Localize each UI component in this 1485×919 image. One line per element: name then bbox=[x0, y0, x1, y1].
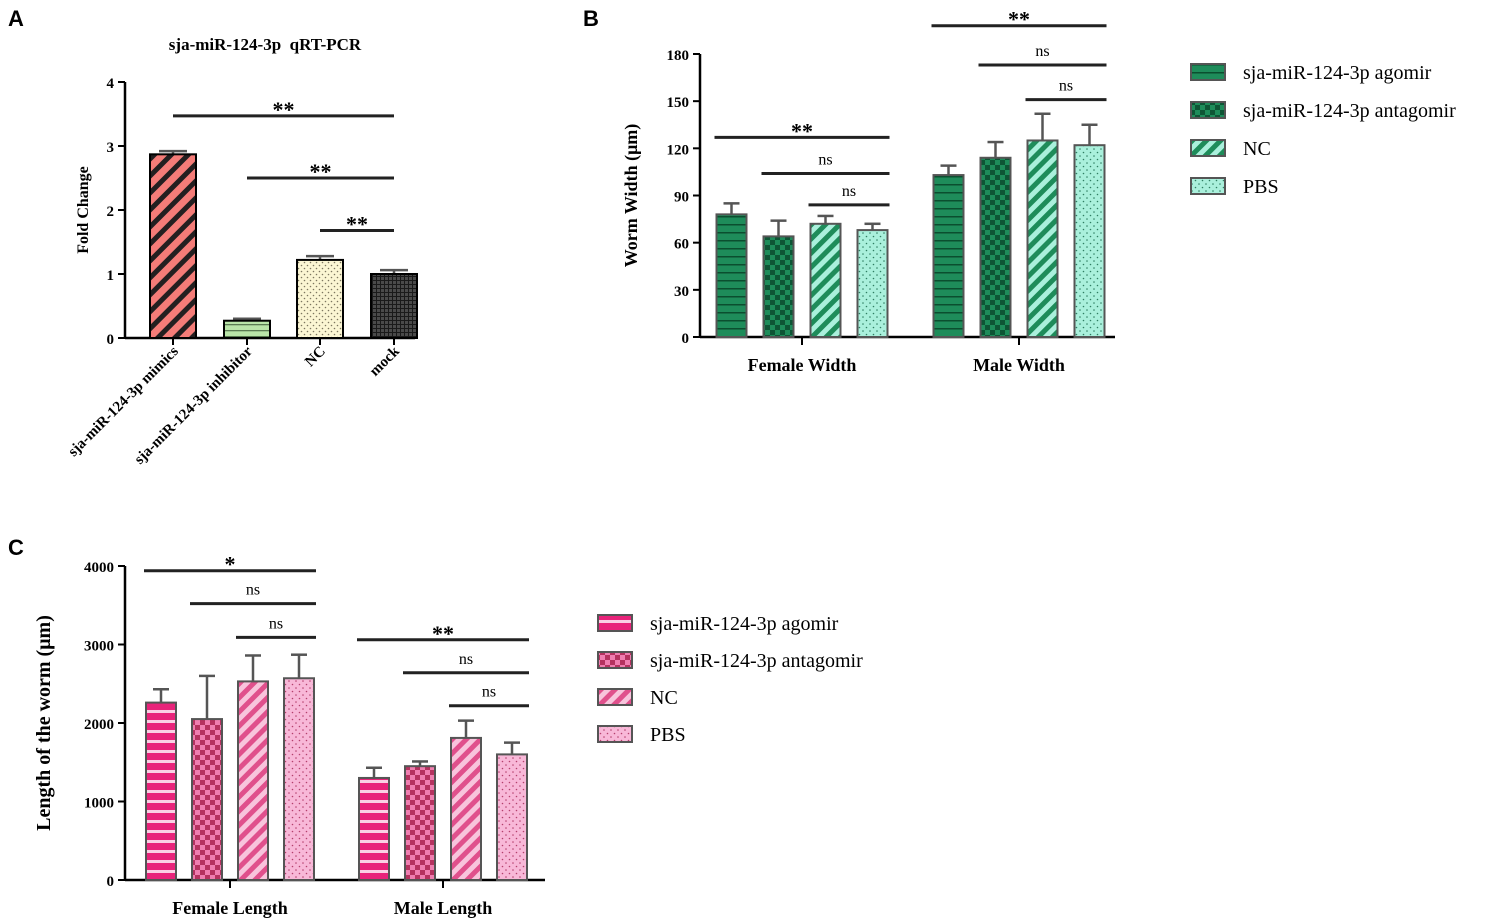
significance-label: ** bbox=[346, 211, 368, 236]
legend-label: sja-miR-124-3p agomir bbox=[1243, 62, 1432, 84]
bar-3 bbox=[809, 222, 842, 338]
legend-label: sja-miR-124-3p antagomir bbox=[650, 650, 863, 672]
x-category-label: Male Width bbox=[973, 355, 1065, 375]
legend-label: NC bbox=[650, 687, 678, 709]
significance-label: * bbox=[225, 552, 236, 577]
bar-1 bbox=[149, 153, 197, 339]
bar-3 bbox=[296, 258, 344, 340]
x-category-label: Male Length bbox=[394, 898, 493, 918]
legend-swatch-4 bbox=[597, 725, 633, 743]
panel-label-c: C bbox=[8, 535, 24, 560]
significance-label: ** bbox=[432, 621, 454, 646]
y-tick-label: 2000 bbox=[84, 717, 114, 733]
y-tick-label: 180 bbox=[667, 48, 690, 64]
significance-label: ns bbox=[818, 151, 832, 168]
legend-label: NC bbox=[1243, 138, 1271, 160]
legend-swatch-4 bbox=[1190, 177, 1226, 195]
y-tick-label: 2 bbox=[107, 204, 115, 220]
y-axis-label: Worm Width (μm) bbox=[621, 124, 642, 268]
legend-swatch-2 bbox=[1190, 101, 1226, 119]
chart-c: 0 1000 2000 3000 4000 Length of the worm (μm)… bbox=[33, 552, 863, 918]
significance-label: ns bbox=[1035, 43, 1049, 60]
bar-1 bbox=[145, 701, 177, 882]
significance-label: ns bbox=[246, 582, 260, 599]
y-tick-label: 1000 bbox=[84, 796, 114, 812]
bar-4 bbox=[856, 229, 889, 338]
bar-4 bbox=[1073, 144, 1106, 338]
significance-label: ** bbox=[273, 97, 295, 122]
bar-3 bbox=[1026, 139, 1059, 338]
y-tick-label: 1 bbox=[107, 268, 115, 284]
y-tick-label: 60 bbox=[674, 237, 689, 253]
legend-label: PBS bbox=[1243, 176, 1279, 198]
bar-4 bbox=[496, 753, 528, 882]
y-tick-label: 4 bbox=[107, 76, 115, 92]
x-tick-label: sja-miR-124-3p inhibitor bbox=[132, 343, 256, 467]
chart-b: 0 30 60 90 120 150 180 Worm Width (μm) Female Wi… bbox=[621, 7, 1456, 375]
legend-swatch-2 bbox=[597, 651, 633, 669]
bar-4 bbox=[283, 677, 315, 881]
significance-label: ns bbox=[482, 684, 496, 701]
y-axis-label: Length of the worm (μm) bbox=[33, 615, 55, 831]
y-tick-label: 90 bbox=[674, 190, 689, 206]
bar-2 bbox=[404, 765, 436, 881]
x-category-label: Female Length bbox=[172, 898, 287, 918]
y-tick-label: 0 bbox=[107, 332, 115, 348]
bar-4 bbox=[370, 273, 418, 339]
chart-a-title: sja-miR-124-3p qRT-PCR bbox=[169, 35, 362, 54]
bar-2 bbox=[762, 235, 795, 338]
bar-2 bbox=[979, 156, 1012, 338]
bar-1 bbox=[358, 776, 390, 882]
legend-swatch-3 bbox=[597, 688, 633, 706]
y-tick-label: 150 bbox=[667, 95, 690, 111]
bar-3 bbox=[450, 736, 482, 881]
bar-3 bbox=[237, 680, 269, 882]
significance-label: ns bbox=[842, 183, 856, 200]
panel-label-a: A bbox=[8, 6, 24, 31]
legend-swatch-1 bbox=[597, 614, 633, 632]
bar-2 bbox=[223, 319, 271, 340]
bar-1 bbox=[715, 213, 748, 338]
significance-label: ns bbox=[459, 651, 473, 668]
y-tick-label: 0 bbox=[107, 874, 115, 890]
legend-label: PBS bbox=[650, 724, 686, 746]
y-tick-label: 120 bbox=[667, 142, 690, 158]
significance-label: ns bbox=[269, 615, 283, 632]
x-tick-label: NC bbox=[302, 344, 329, 371]
y-tick-label: 30 bbox=[674, 284, 689, 300]
significance-label: ** bbox=[791, 118, 813, 143]
x-category-label: Female Width bbox=[748, 355, 857, 375]
y-axis-label: Fold Change bbox=[75, 166, 92, 254]
bar-1 bbox=[932, 174, 965, 338]
legend-label: sja-miR-124-3p agomir bbox=[650, 613, 839, 635]
y-tick-label: 3 bbox=[107, 140, 115, 156]
y-tick-label: 0 bbox=[682, 331, 690, 347]
significance-label: ** bbox=[1008, 7, 1030, 32]
x-tick-label: mock bbox=[367, 343, 404, 380]
significance-label: ns bbox=[1059, 78, 1073, 95]
bar-2 bbox=[191, 718, 223, 882]
y-tick-label: 4000 bbox=[84, 560, 114, 576]
legend-swatch-3 bbox=[1190, 139, 1226, 157]
legend-label: sja-miR-124-3p antagomir bbox=[1243, 100, 1456, 122]
panel-label-b: B bbox=[583, 6, 599, 31]
y-tick-label: 3000 bbox=[84, 639, 114, 655]
significance-label: ** bbox=[310, 159, 332, 184]
legend-swatch-1 bbox=[1190, 63, 1226, 81]
